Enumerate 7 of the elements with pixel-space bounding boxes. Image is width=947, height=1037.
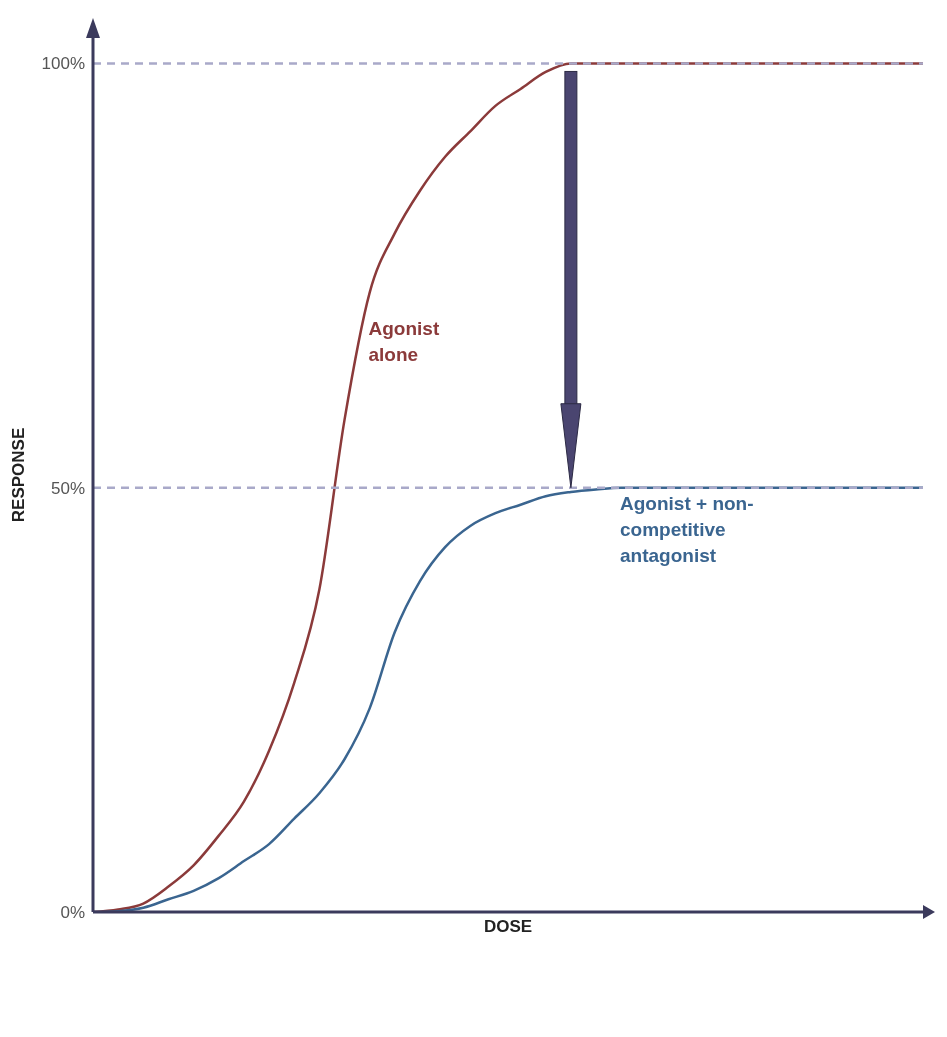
y-tick-label: 50% bbox=[50, 478, 85, 498]
y-axis-title: RESPONSE bbox=[9, 427, 29, 523]
x-axis-title: DOSE bbox=[483, 917, 533, 937]
series-label: Agonist + non-competitive antagonist bbox=[620, 492, 754, 566]
y-tick-label: 100% bbox=[41, 54, 85, 74]
y-tick-label: 0% bbox=[60, 903, 85, 923]
series-label: Agonist alone bbox=[368, 318, 440, 366]
